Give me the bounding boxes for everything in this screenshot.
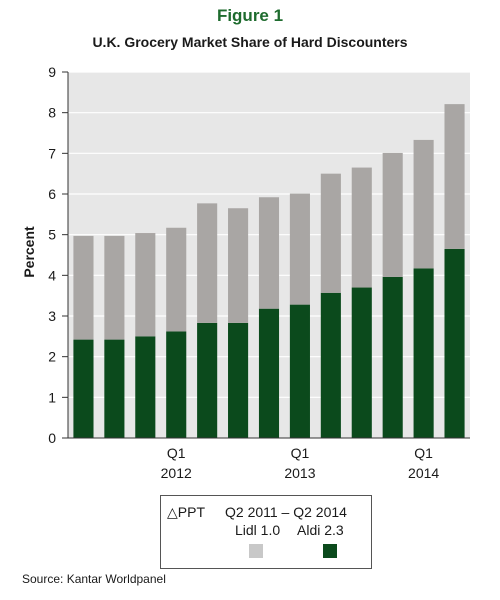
y-tick-label: 9 xyxy=(48,64,56,80)
legend-header-ppt: △PPT xyxy=(167,504,205,520)
bar-lidl xyxy=(258,197,280,309)
legend-swatch-aldi xyxy=(323,544,337,558)
bar-aldi xyxy=(258,308,280,438)
bar-aldi xyxy=(104,339,125,438)
bar-aldi xyxy=(73,339,94,438)
bar-aldi xyxy=(228,322,249,438)
bar-aldi xyxy=(166,331,187,438)
legend-label-aldi: Aldi 2.3 xyxy=(297,522,344,538)
y-tick-label: 2 xyxy=(48,349,56,365)
bars-layer xyxy=(73,104,465,438)
legend-swatch-lidl xyxy=(249,544,263,558)
bar-lidl xyxy=(413,139,434,269)
bar-lidl xyxy=(73,235,94,340)
bar-lidl xyxy=(166,227,187,332)
legend-label-lidl: Lidl 1.0 xyxy=(235,522,281,538)
bar-aldi xyxy=(351,287,372,438)
x-tick-label-year: 2012 xyxy=(161,465,192,481)
bar-aldi xyxy=(135,336,156,438)
y-tick-label: 3 xyxy=(48,308,56,324)
x-tick-label: Q1 xyxy=(291,445,310,461)
axes-layer: 0 1 2 3 4 5 6 7 8 9 Q1 2012 Q1 2013 Q1 2014 xyxy=(48,64,470,481)
bar-aldi xyxy=(289,304,310,438)
bar-lidl xyxy=(228,208,249,323)
y-tick-label: 1 xyxy=(48,389,56,405)
y-tick-label: 8 xyxy=(48,105,56,121)
y-tick-label: 7 xyxy=(48,145,56,161)
x-tick-label: Q1 xyxy=(414,445,433,461)
legend-header-period: Q2 2011 – Q2 2014 xyxy=(225,504,347,520)
bar-lidl xyxy=(351,167,372,288)
bar-aldi xyxy=(382,276,403,438)
source-note: Source: Kantar Worldpanel xyxy=(22,572,166,586)
y-tick-label: 0 xyxy=(48,430,56,446)
x-tick-label-year: 2013 xyxy=(284,465,315,481)
bar-aldi xyxy=(413,268,434,438)
y-tick-label: 4 xyxy=(48,267,56,283)
bar-aldi xyxy=(444,248,465,438)
bar-lidl xyxy=(289,193,310,305)
bar-lidl xyxy=(444,104,465,249)
bar-lidl xyxy=(197,203,218,323)
y-axis-label: Percent xyxy=(21,226,37,278)
bar-lidl xyxy=(104,235,125,340)
chart-title: U.K. Grocery Market Share of Hard Discou… xyxy=(92,34,408,50)
legend: △PPT Q2 2011 – Q2 2014 Lidl 1.0 Aldi 2.3 xyxy=(160,495,372,569)
bar-lidl xyxy=(320,173,341,293)
bar-lidl xyxy=(382,152,403,277)
bar-lidl xyxy=(135,233,156,337)
y-tick-label: 5 xyxy=(48,227,56,243)
bar-aldi xyxy=(320,292,341,438)
x-tick-label-year: 2014 xyxy=(408,465,439,481)
y-tick-label: 6 xyxy=(48,186,56,202)
x-tick-label: Q1 xyxy=(167,445,186,461)
bar-aldi xyxy=(197,322,218,438)
figure-label: Figure 1 xyxy=(216,6,284,25)
